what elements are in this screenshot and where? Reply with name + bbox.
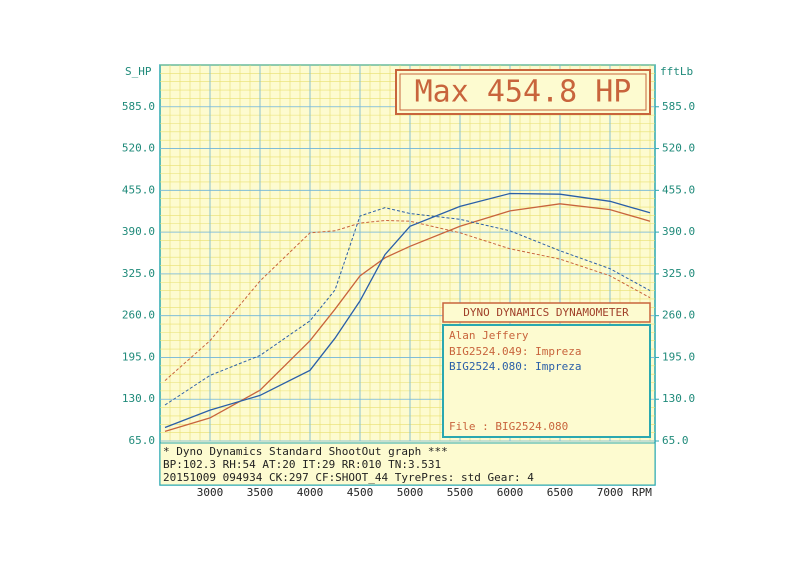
footer-line: * Dyno Dynamics Standard ShootOut graph … <box>163 445 448 458</box>
file-label: File : BIG2524.080 <box>449 420 568 433</box>
x-tick-label: 6000 <box>497 486 524 499</box>
y-tick-label: 195.0 <box>122 350 155 363</box>
y2-tick-label: 260.0 <box>662 309 695 322</box>
y2-tick-label: 520.0 <box>662 142 695 155</box>
footer-line: 20151009 094934 CK:297 CF:SHOOT_44 TyreP… <box>163 471 534 484</box>
torque-line <box>164 207 651 406</box>
footer-line: BP:102.3 RH:54 AT:20 IT:29 RR:010 TN:3.5… <box>163 458 441 471</box>
y2-axis-label: fftLb <box>660 65 693 78</box>
footer-box <box>159 442 656 486</box>
y-tick-label: 390.0 <box>122 225 155 238</box>
y-tick-label: 325.0 <box>122 267 155 280</box>
y2-tick-label: 455.0 <box>662 183 695 196</box>
y2-tick-label: 390.0 <box>662 225 695 238</box>
max-box-inner <box>399 73 647 111</box>
operator: Alan Jeffery <box>449 329 529 342</box>
y-tick-label: 585.0 <box>122 100 155 113</box>
legend-header <box>442 302 651 323</box>
legend-entry: BIG2524.080: Impreza <box>449 360 581 373</box>
power-line <box>164 203 651 433</box>
y-tick-label: 455.0 <box>122 183 155 196</box>
x-tick-label: 7000 <box>597 486 624 499</box>
x-tick-label: 6500 <box>547 486 574 499</box>
legend-entry: BIG2524.049: Impreza <box>449 345 581 358</box>
y-tick-label: 130.0 <box>122 392 155 405</box>
x-unit: RPM <box>632 486 652 499</box>
x-tick-label: 4500 <box>347 486 374 499</box>
x-tick-label: 3500 <box>247 486 274 499</box>
y-axis-label: S_HP <box>125 65 152 78</box>
legend-box <box>442 324 651 438</box>
max-label: Max 454.8 HP <box>415 75 632 110</box>
x-tick-label: 4000 <box>297 486 324 499</box>
y2-tick-label: 130.0 <box>662 392 695 405</box>
y2-tick-label: 65.0 <box>662 434 689 447</box>
y2-tick-label: 195.0 <box>662 350 695 363</box>
y-tick-label: 260.0 <box>122 309 155 322</box>
y2-tick-label: 585.0 <box>662 100 695 113</box>
x-tick-label: 5000 <box>397 486 424 499</box>
power-line <box>164 192 651 429</box>
legend-title: DYNO DYNAMICS DYNAMOMETER <box>463 306 629 319</box>
y2-tick-label: 325.0 <box>662 267 695 280</box>
y-tick-label: 520.0 <box>122 142 155 155</box>
lines <box>164 192 651 433</box>
x-tick-label: 5500 <box>447 486 474 499</box>
max-box <box>395 69 651 115</box>
y-tick-label: 65.0 <box>129 434 156 447</box>
x-tick-label: 3000 <box>197 486 224 499</box>
